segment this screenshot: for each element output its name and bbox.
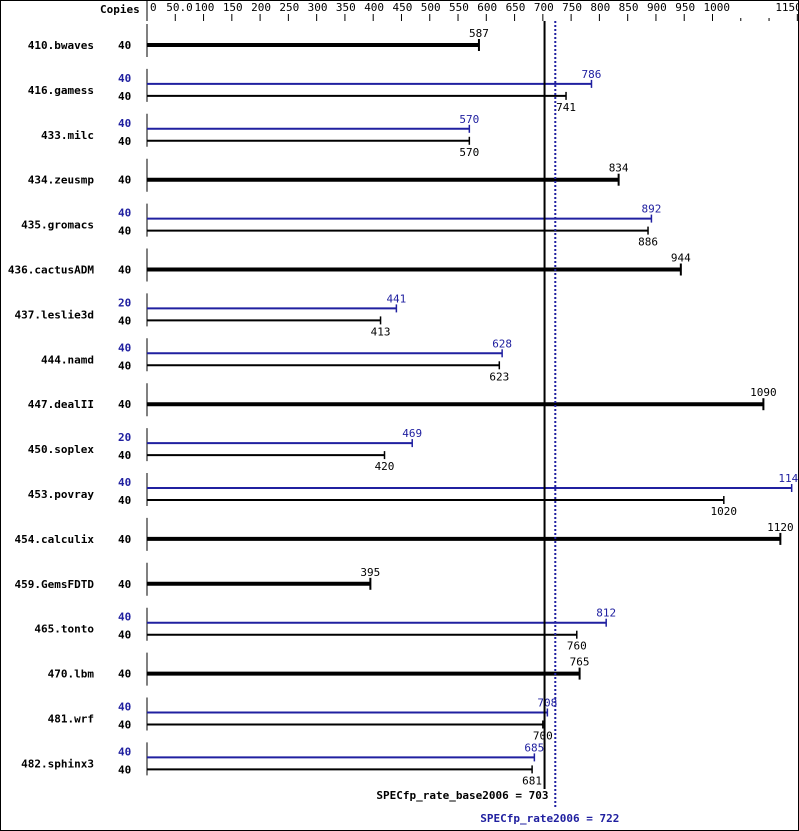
peak-copies: 40 [118,611,131,624]
peak-copies: 40 [118,207,131,220]
benchmark-label: 435.gromacs [21,219,94,232]
x-tick-label: 600 [477,1,497,14]
peak-value-label: 1140 [778,472,798,485]
benchmark-label: 416.gamess [28,84,94,97]
benchmark-label: 465.tonto [34,623,94,636]
benchmark-label: 433.milc [41,129,94,142]
base-copies: 40 [118,39,131,52]
x-tick-label: 650 [506,1,526,14]
benchmark-label: 434.zeusmp [28,174,95,187]
benchmark-label: 453.povray [28,488,95,501]
x-tick-label: 400 [364,1,384,14]
peak-value-label: 469 [402,427,422,440]
benchmark-label: 447.dealII [28,398,94,411]
base-value-label: 765 [570,656,590,669]
base-copies: 40 [118,494,131,507]
base-value-label: 1120 [767,521,794,534]
x-tick-label: 350 [336,1,356,14]
base-copies: 40 [118,398,131,411]
base-copies: 40 [118,578,131,591]
x-tick-label: 900 [647,1,667,14]
peak-value-label: 685 [524,741,544,754]
peak-copies: 40 [118,341,131,354]
base-value-label: 1090 [750,386,777,399]
base-copies: 40 [118,174,131,187]
benchmark-label: 482.sphinx3 [21,757,94,770]
base-value-label: 834 [609,162,629,175]
x-tick-label: 800 [590,1,610,14]
base-copies: 40 [118,314,131,327]
base-value-label: 700 [533,730,553,743]
benchmark-label: 470.lbm [48,668,95,681]
base-value-label: 395 [360,566,380,579]
peak-copies: 20 [118,431,131,444]
base-copies: 40 [118,449,131,462]
x-tick-label: 200 [251,1,271,14]
base-copies: 40 [118,135,131,148]
x-tick-label: 700 [534,1,554,14]
x-tick-label: 300 [308,1,328,14]
x-tick-label: 450 [392,1,412,14]
x-tick-label: 0 [150,1,157,14]
base-value-label: 760 [567,640,587,653]
benchmark-label: 436.cactusADM [8,264,94,277]
peak-copies: 20 [118,296,131,309]
benchmark-label: 410.bwaves [28,39,94,52]
x-tick-label: 850 [619,1,639,14]
x-tick-label: 100 [195,1,215,14]
base-value-label: 741 [556,101,576,114]
peak-value-label: 892 [641,203,661,216]
copies-header: Copies [100,3,140,16]
x-tick-label: 550 [449,1,469,14]
base-copies: 40 [118,763,131,776]
benchmark-label: 459.GemsFDTD [15,578,95,591]
base-value-label: 681 [522,774,542,787]
base-copies: 40 [118,719,131,732]
benchmark-label: 437.leslie3d [15,308,94,321]
x-tick-label: 750 [562,1,582,14]
benchmark-label: 481.wrf [48,713,94,726]
peak-copies: 40 [118,476,131,489]
base-value-label: 570 [459,146,479,159]
peak-copies: 40 [118,701,131,714]
base-copies: 40 [118,264,131,277]
base-copies: 40 [118,359,131,372]
base-value-label: 623 [489,370,509,383]
base-copies: 40 [118,533,131,546]
peak-copies: 40 [118,72,131,85]
base-value-label: 944 [671,252,691,265]
x-tick-label: 250 [279,1,299,14]
peak-copies: 40 [118,745,131,758]
benchmark-label: 450.soplex [28,443,95,456]
peak-overall-label: SPECfp_rate2006 = 722 [480,812,619,825]
peak-copies: 40 [118,117,131,130]
peak-value-label: 570 [459,113,479,126]
base-overall-label: SPECfp_rate_base2006 = 703 [376,789,548,802]
x-tick-label: 150 [223,1,243,14]
base-copies: 40 [118,225,131,238]
base-value-label: 886 [638,236,658,249]
base-value-label: 1020 [711,505,738,518]
base-value-label: 413 [371,325,391,338]
x-tick-label: 1000 [704,1,731,14]
peak-value-label: 441 [386,292,406,305]
benchmark-label: 444.namd [41,353,94,366]
x-tick-label: 50.0 [166,1,193,14]
base-copies: 40 [118,629,131,642]
x-tick-label: 500 [421,1,441,14]
x-tick-label: 950 [675,1,695,14]
peak-value-label: 628 [492,337,512,350]
base-copies: 40 [118,90,131,103]
peak-value-label: 708 [537,697,557,710]
benchmark-label: 454.calculix [15,533,95,546]
base-copies: 40 [118,668,131,681]
base-value-label: 587 [469,27,489,40]
peak-value-label: 812 [596,607,616,620]
peak-value-label: 786 [582,68,602,81]
base-value-label: 420 [375,460,395,473]
x-tick-label: 1150 [775,1,798,14]
